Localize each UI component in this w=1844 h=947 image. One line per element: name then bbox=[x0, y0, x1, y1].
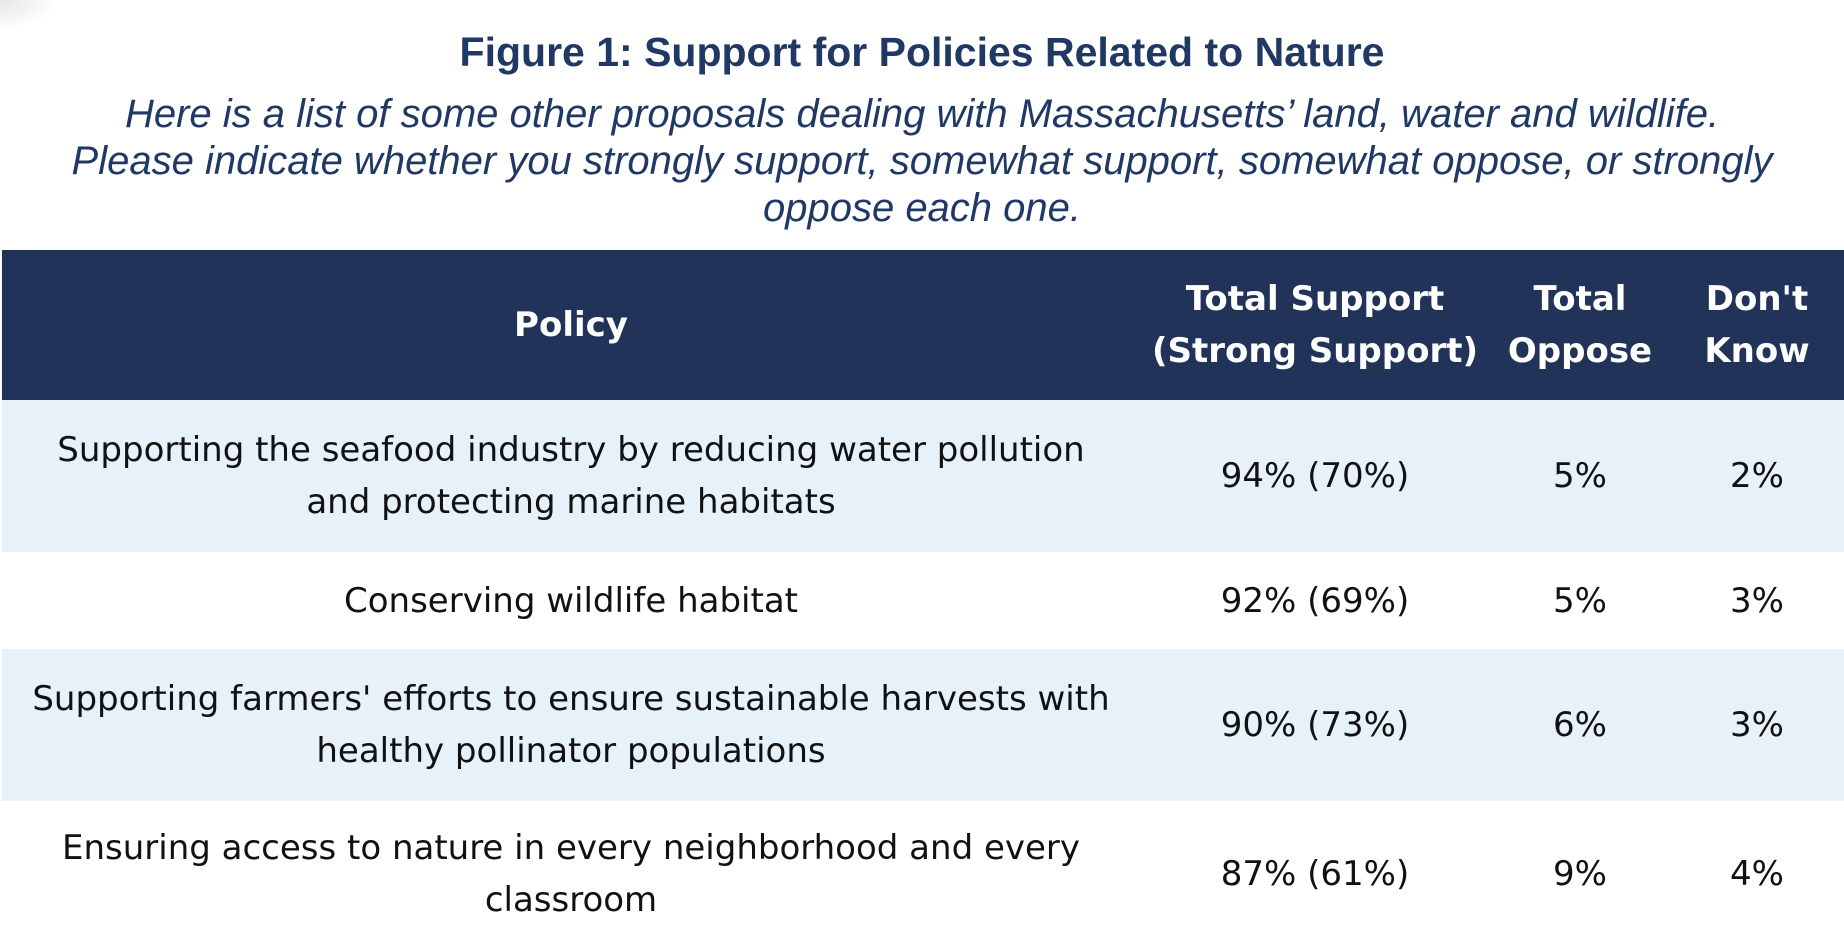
column-header-total-support: Total Support (Strong Support) bbox=[1140, 250, 1490, 400]
table-row: Supporting the seafood industry by reduc… bbox=[2, 400, 1844, 552]
policy-cell: Supporting the seafood industry by reduc… bbox=[2, 400, 1140, 552]
column-header-line: Don't bbox=[1705, 279, 1809, 319]
policy-cell: Conserving wildlife habitat bbox=[2, 552, 1140, 649]
figure-title: Figure 1: Support for Policies Related t… bbox=[459, 29, 1385, 75]
subtitle-line: Please indicate whether you strongly sup… bbox=[71, 139, 1773, 183]
policy-line: healthy pollinator populations bbox=[316, 731, 826, 771]
oppose-cell: 5% bbox=[1553, 456, 1607, 496]
oppose-cell: 5% bbox=[1553, 580, 1607, 621]
oppose-cell: 9% bbox=[1553, 854, 1607, 894]
figure-subtitle: Here is a list of some other proposals d… bbox=[0, 91, 1844, 232]
policy-line: Supporting farmers' efforts to ensure su… bbox=[32, 679, 1110, 719]
dont-know-cell: 2% bbox=[1730, 456, 1784, 496]
corner-shadow bbox=[0, 0, 60, 30]
support-cell: 90% (73%) bbox=[1220, 705, 1410, 745]
column-header-dont-know: Don't Know bbox=[1670, 250, 1844, 400]
policy-line: Conserving wildlife habitat bbox=[344, 580, 798, 621]
column-header-line: Oppose bbox=[1507, 331, 1653, 371]
subtitle-line: Here is a list of some other proposals d… bbox=[124, 92, 1720, 136]
policy-line: Supporting the seafood industry by reduc… bbox=[57, 430, 1085, 470]
dont-know-cell: 4% bbox=[1730, 854, 1784, 894]
table-row: Ensuring access to nature in every neigh… bbox=[2, 801, 1844, 947]
policy-cell: Ensuring access to nature in every neigh… bbox=[2, 801, 1140, 947]
policy-line: Ensuring access to nature in every neigh… bbox=[61, 828, 1081, 868]
policy-support-table: Policy Total Support (Strong Support) To… bbox=[2, 250, 1844, 947]
oppose-cell: 6% bbox=[1553, 705, 1607, 745]
policy-line: and protecting marine habitats bbox=[306, 482, 836, 522]
table-row: Conserving wildlife habitat 92% (69%) 5%… bbox=[2, 552, 1844, 649]
policy-line: classroom bbox=[484, 880, 658, 920]
support-cell: 94% (70%) bbox=[1220, 456, 1410, 496]
column-header-total-oppose: Total Oppose bbox=[1490, 250, 1670, 400]
subtitle-line: oppose each one. bbox=[762, 186, 1082, 230]
table-header-row: Policy Total Support (Strong Support) To… bbox=[2, 250, 1844, 400]
column-header-policy: Policy bbox=[2, 250, 1140, 400]
table-row: Supporting farmers' efforts to ensure su… bbox=[2, 649, 1844, 801]
support-cell: 92% (69%) bbox=[1220, 580, 1410, 621]
column-header-line: Total bbox=[1533, 279, 1627, 319]
column-header-line: (Strong Support) bbox=[1151, 331, 1479, 371]
column-header-line: Policy bbox=[514, 305, 628, 345]
dont-know-cell: 3% bbox=[1730, 705, 1784, 745]
column-header-line: Know bbox=[1704, 331, 1810, 371]
dont-know-cell: 3% bbox=[1730, 580, 1784, 621]
column-header-line: Total Support bbox=[1185, 279, 1445, 319]
support-cell: 87% (61%) bbox=[1220, 854, 1410, 894]
policy-cell: Supporting farmers' efforts to ensure su… bbox=[2, 649, 1140, 801]
